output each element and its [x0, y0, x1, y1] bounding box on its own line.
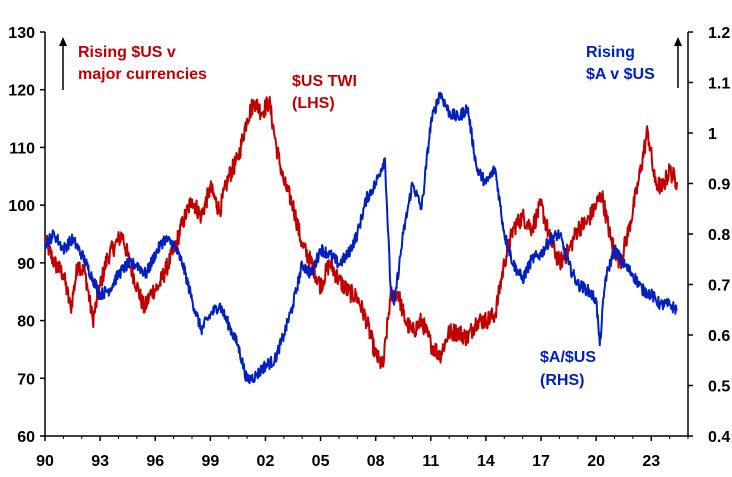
x-tick-label: 23: [642, 453, 660, 470]
annotations: Rising $US v major currencies $US TWI (L…: [78, 44, 655, 389]
left-rising-arrow-icon: [59, 37, 67, 46]
axes: [44, 32, 689, 437]
annotation-aud-rising-line1: Rising: [586, 44, 635, 61]
annotation-usd-rising-line1: Rising $US v: [78, 44, 176, 61]
audusd-series-line: [44, 91, 678, 385]
annotation-usd-twi-line2: (LHS): [292, 95, 335, 112]
right-tick-label: 1: [708, 126, 717, 143]
x-tick-label: 99: [201, 453, 219, 470]
x-tick-label: 02: [257, 453, 275, 470]
series-layer: [44, 91, 678, 385]
left-tick-label: 120: [8, 83, 35, 100]
right-tick-label: 0.7: [708, 278, 730, 295]
annotation-usd-rising-line2: major currencies: [78, 66, 207, 83]
annotation-audusd-line2: (RHS): [540, 372, 584, 389]
x-tick-label: 96: [146, 453, 164, 470]
x-tick-label: 11: [422, 453, 439, 470]
right-tick-label: 0.9: [708, 177, 730, 194]
right-tick-label: 0.6: [708, 328, 730, 345]
axis-ticks: 607080901001101201300.40.50.60.70.80.911…: [8, 25, 730, 470]
annotation-aud-rising-line2: $A v $US: [586, 66, 655, 83]
left-tick-label: 70: [17, 371, 35, 388]
annotation-audusd-line1: $A/$US: [540, 349, 596, 366]
left-tick-label: 110: [9, 140, 35, 157]
right-rising-arrow-icon: [674, 37, 682, 46]
right-tick-label: 0.4: [708, 429, 730, 446]
x-tick-label: 20: [587, 453, 605, 470]
x-tick-label: 93: [91, 453, 109, 470]
usd-twi-series-line: [44, 95, 678, 370]
x-tick-label: 14: [477, 453, 495, 470]
arrows: [59, 37, 682, 90]
right-tick-label: 1.1: [708, 76, 730, 93]
right-tick-label: 1.2: [708, 25, 730, 42]
left-tick-label: 90: [17, 256, 35, 273]
left-tick-label: 100: [8, 198, 35, 215]
left-tick-label: 60: [17, 429, 35, 446]
left-tick-label: 80: [17, 314, 35, 331]
right-tick-label: 0.5: [708, 379, 730, 396]
left-tick-label: 130: [8, 25, 35, 42]
right-tick-label: 0.8: [708, 227, 730, 244]
annotation-usd-twi-line1: $US TWI: [292, 73, 357, 90]
x-tick-label: 17: [532, 453, 550, 470]
x-tick-label: 08: [367, 453, 385, 470]
x-tick-label: 05: [312, 453, 330, 470]
x-tick-label: 90: [36, 453, 54, 470]
